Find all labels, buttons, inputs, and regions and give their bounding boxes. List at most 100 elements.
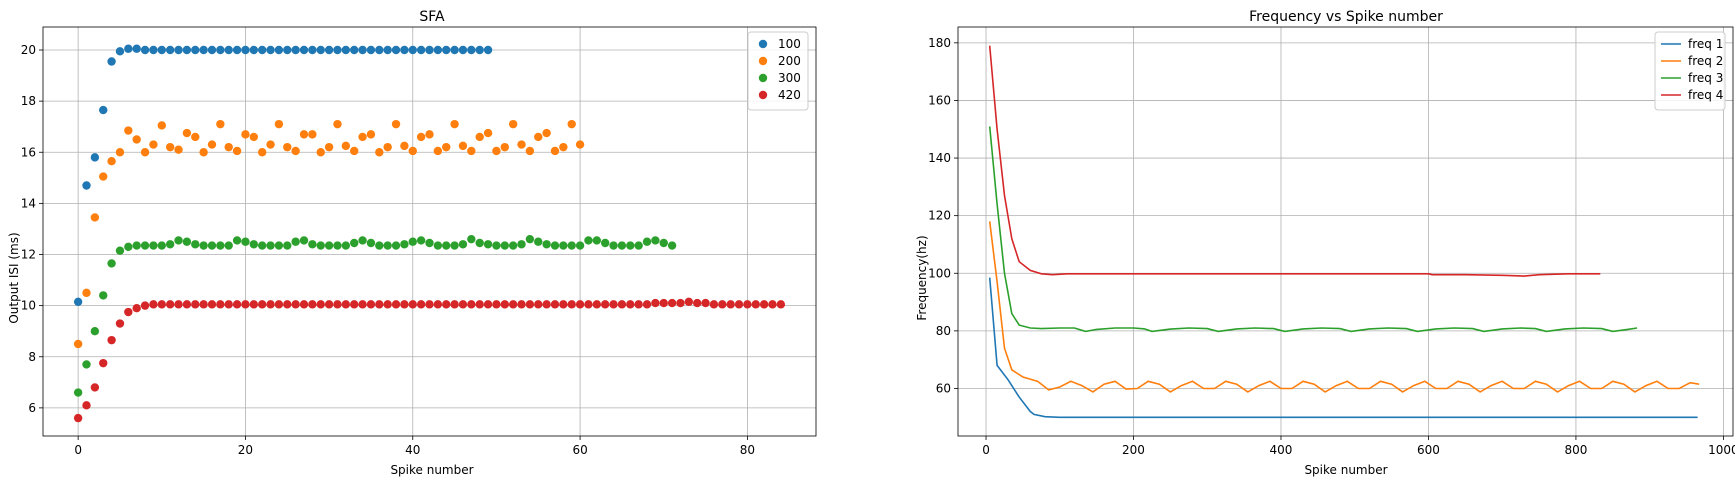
sfa-point-300 <box>274 241 284 250</box>
sfa-point-300 <box>467 234 476 244</box>
sfa-point-200 <box>308 130 317 139</box>
sfa-point-200 <box>333 119 342 129</box>
sfa-point-420 <box>542 300 551 309</box>
sfa-point-300 <box>600 238 610 248</box>
sfa-point-420 <box>366 300 376 309</box>
sfa-point-420 <box>450 300 459 309</box>
sfa-point-420 <box>99 358 108 368</box>
frequency-xtick-label: 1000 <box>1708 443 1735 457</box>
sfa-legend-marker <box>758 56 768 66</box>
sfa-point-420 <box>157 300 166 309</box>
sfa-point-100 <box>132 44 141 53</box>
sfa-point-300 <box>567 241 576 250</box>
frequency-ytick-label: 160 <box>928 93 951 107</box>
sfa-point-200 <box>207 140 217 149</box>
sfa-point-200 <box>132 135 141 144</box>
sfa-point-200 <box>90 213 100 222</box>
sfa-point-420 <box>224 300 233 309</box>
frequency-legend-label: freq 4 <box>1688 88 1723 102</box>
sfa-point-200 <box>316 148 325 157</box>
frequency-panel: Frequency vs Spike number Spike number F… <box>915 9 1735 477</box>
sfa-point-420 <box>776 300 786 309</box>
sfa-point-300 <box>550 241 560 250</box>
frequency-ylabel: Frequency(hz) <box>915 235 929 320</box>
sfa-point-100 <box>149 45 158 55</box>
sfa-legend-label: 200 <box>778 54 801 68</box>
frequency-xtick-label: 200 <box>1122 443 1145 457</box>
sfa-point-200 <box>182 128 192 138</box>
sfa-point-200 <box>467 146 476 156</box>
sfa-point-420 <box>634 300 643 309</box>
sfa-point-200 <box>350 146 359 156</box>
sfa-point-200 <box>383 142 392 152</box>
sfa-point-420 <box>257 300 267 309</box>
sfa-point-200 <box>375 148 384 157</box>
sfa-point-100 <box>224 45 233 55</box>
frequency-legend-box <box>1654 31 1726 111</box>
sfa-point-300 <box>575 241 585 250</box>
sfa-point-420 <box>232 300 242 309</box>
sfa-point-300 <box>534 237 543 246</box>
frequency-legend-label: freq 2 <box>1688 54 1723 68</box>
sfa-point-300 <box>592 236 602 245</box>
sfa-point-200 <box>492 146 501 156</box>
sfa-point-420 <box>534 300 543 309</box>
sfa-point-420 <box>609 300 618 309</box>
sfa-point-300 <box>107 259 116 268</box>
sfa-point-200 <box>450 119 459 129</box>
sfa-point-200 <box>232 146 242 156</box>
sfa-point-200 <box>107 157 116 166</box>
sfa-point-200 <box>115 148 125 157</box>
sfa-point-100 <box>358 45 367 55</box>
frequency-line-freq-3 <box>988 126 1638 333</box>
sfa-point-300 <box>324 241 334 250</box>
sfa-point-420 <box>274 300 284 309</box>
sfa-point-300 <box>182 237 192 246</box>
sfa-point-300 <box>626 241 635 250</box>
sfa-point-300 <box>483 240 493 249</box>
sfa-point-420 <box>165 300 175 309</box>
sfa-point-300 <box>667 241 677 250</box>
sfa-point-420 <box>667 298 677 308</box>
frequency-ytick-label: 80 <box>936 324 951 338</box>
sfa-point-420 <box>149 300 158 309</box>
sfa-point-420 <box>182 300 192 309</box>
sfa-point-100 <box>350 45 359 55</box>
sfa-xtick-label: 80 <box>740 443 755 457</box>
sfa-point-100 <box>283 45 292 55</box>
sfa-plot-frame <box>42 26 817 437</box>
sfa-point-100 <box>232 45 242 55</box>
sfa-point-300 <box>73 388 83 397</box>
sfa-point-420 <box>693 298 702 308</box>
sfa-point-200 <box>165 142 175 152</box>
sfa-point-420 <box>408 300 417 309</box>
sfa-point-420 <box>191 300 200 309</box>
sfa-point-100 <box>316 45 325 55</box>
frequency-xtick-label: 400 <box>1270 443 1293 457</box>
sfa-point-420 <box>651 298 660 308</box>
sfa-point-200 <box>408 146 417 156</box>
sfa-point-300 <box>299 236 309 245</box>
sfa-point-100 <box>375 45 384 55</box>
sfa-point-300 <box>383 241 392 250</box>
sfa-point-200 <box>199 148 208 157</box>
sfa-point-420 <box>701 298 710 308</box>
sfa-ytick-label: 6 <box>28 401 36 415</box>
sfa-point-300 <box>249 240 259 249</box>
sfa-point-420 <box>559 300 568 309</box>
sfa-point-300 <box>433 241 443 250</box>
sfa-point-100 <box>82 181 91 190</box>
sfa-point-100 <box>207 45 217 55</box>
sfa-point-420 <box>140 301 150 310</box>
sfa-point-100 <box>115 47 125 56</box>
sfa-point-300 <box>584 236 593 245</box>
sfa-ytick-label: 20 <box>21 43 36 57</box>
sfa-point-200 <box>149 140 158 149</box>
sfa-point-420 <box>642 300 652 309</box>
sfa-point-300 <box>659 238 668 248</box>
sfa-legend-label: 300 <box>778 71 801 85</box>
sfa-point-300 <box>316 241 325 250</box>
sfa-point-300 <box>165 240 175 249</box>
sfa-point-100 <box>416 45 426 55</box>
sfa-ytick-label: 12 <box>21 248 36 262</box>
